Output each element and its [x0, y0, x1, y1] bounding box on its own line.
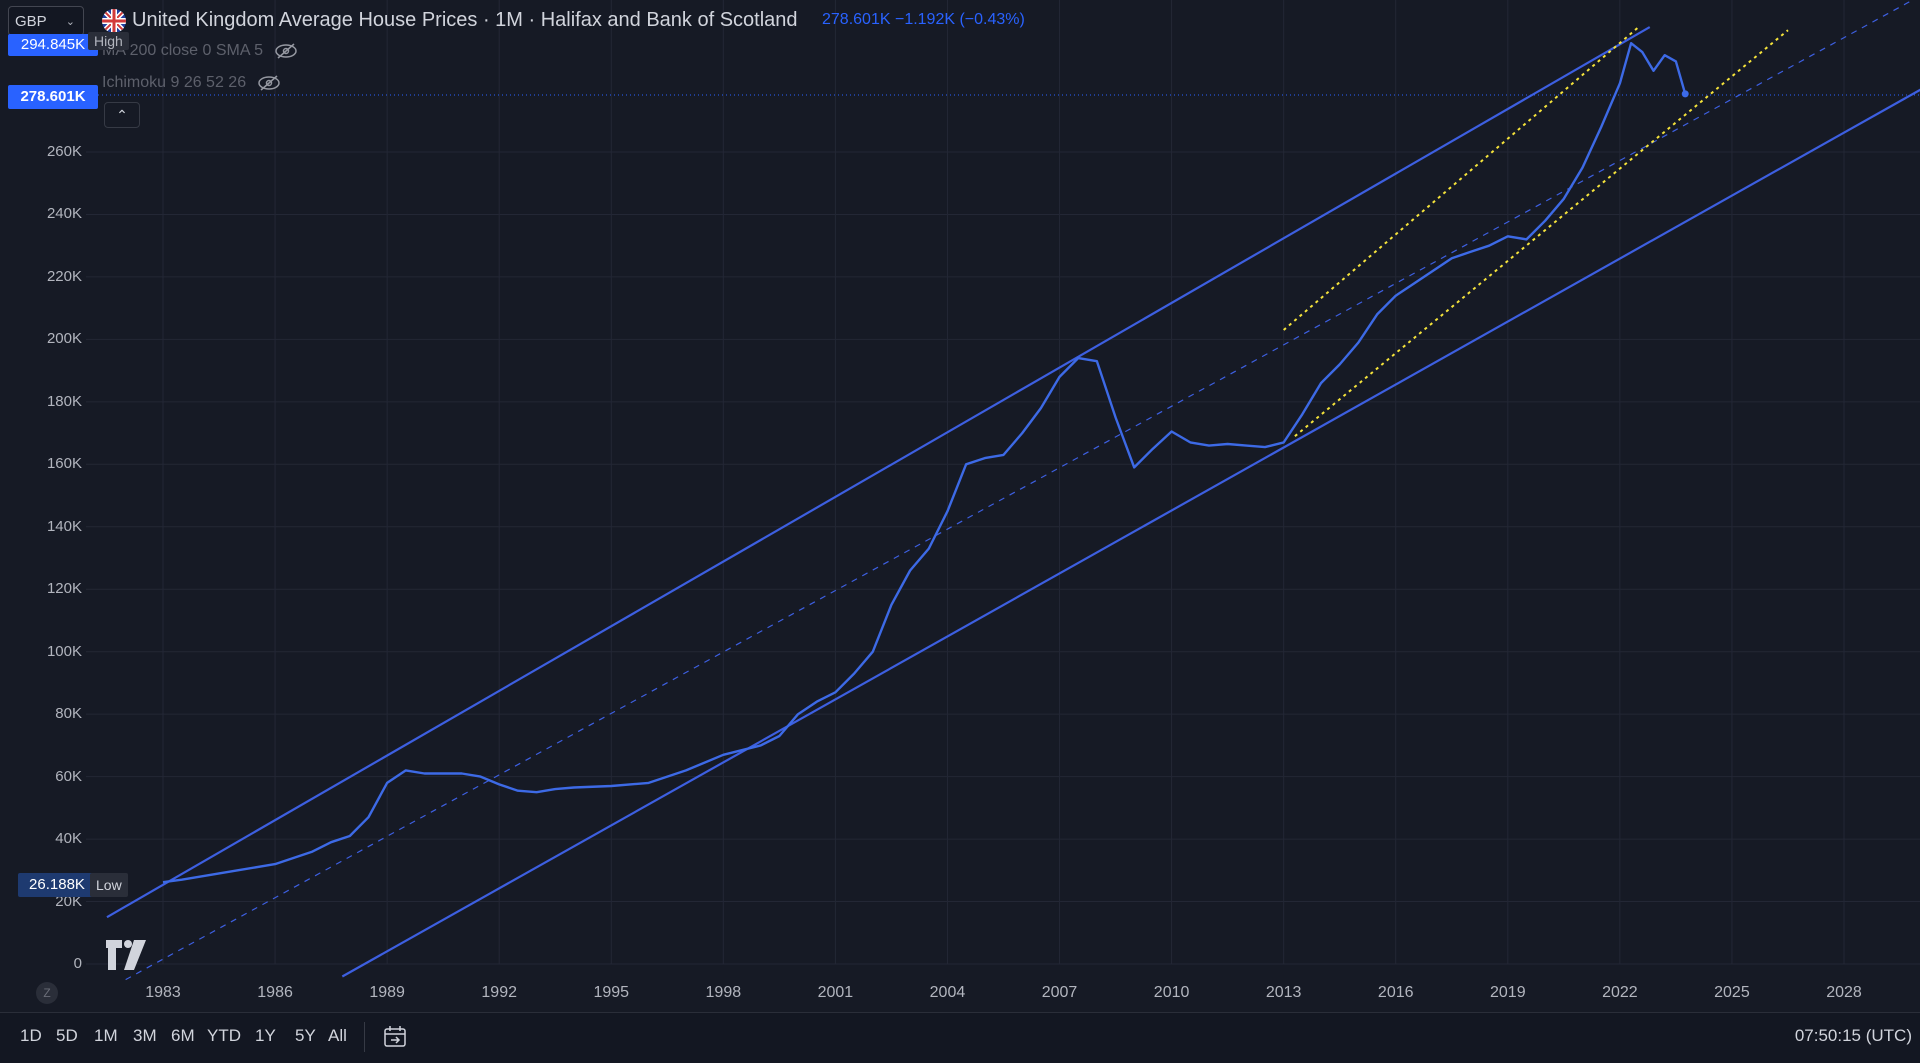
y-tick-label: 100K — [46, 642, 82, 660]
series-line — [162, 42, 1687, 884]
x-tick-label: 1986 — [257, 984, 293, 1001]
currency-label: GBP — [15, 12, 47, 30]
last-value: 278.601K — [822, 11, 891, 28]
price-series — [162, 42, 1689, 884]
data-point — [1681, 90, 1689, 98]
channel-line-2 — [125, 0, 1914, 981]
clock: 07:50:15 (UTC) — [1794, 1026, 1912, 1045]
x-tick-label: 1992 — [481, 984, 517, 1001]
channel-line-0 — [106, 26, 1651, 919]
y-tick-label: 220K — [46, 267, 82, 285]
y-tick-label: 180K — [46, 392, 82, 410]
channel-line-1 — [341, 88, 1920, 978]
low-label: Low — [90, 873, 128, 897]
collapse-legend-button[interactable]: ⌃ — [104, 102, 140, 128]
y-tick-label: 0 — [73, 955, 82, 972]
range-button-5y[interactable]: 5Y — [295, 1026, 316, 1045]
channel-line-4 — [1294, 29, 1789, 437]
chart-grid — [86, 0, 1920, 965]
x-tick-label: 2010 — [1153, 984, 1190, 1001]
low-price-tag: 26.188K — [18, 873, 96, 897]
y-tick-label: 120K — [46, 580, 82, 598]
y-tick-label: 140K — [46, 517, 82, 535]
x-tick-label: 2001 — [817, 984, 854, 1001]
high-label: High — [88, 32, 129, 50]
eye-hidden-icon[interactable] — [256, 74, 282, 92]
x-tick-label: 1998 — [705, 984, 742, 1001]
x-tick-label: 1995 — [593, 984, 630, 1001]
x-tick-label: 2004 — [929, 984, 966, 1001]
range-button-3m[interactable]: 3M — [133, 1026, 157, 1045]
indicator-label: Ichimoku 9 26 52 26 — [102, 74, 247, 91]
change-value: −1.192K (−0.43%) — [894, 11, 1025, 28]
x-tick-label: 2028 — [1826, 984, 1862, 1001]
x-tick-label: 1989 — [369, 984, 405, 1001]
y-tick-label: 40K — [55, 830, 82, 848]
range-button-ytd[interactable]: YTD — [207, 1026, 241, 1045]
chevron-up-icon: ⌃ — [116, 106, 128, 123]
y-tick-label: 240K — [46, 205, 82, 223]
bottom-toolbar — [0, 1012, 1920, 1063]
y-tick-label: 260K — [46, 143, 82, 160]
goto-date-icon[interactable] — [382, 1024, 408, 1050]
last-price-tag: 278.601K — [8, 85, 98, 109]
toolbar-divider — [364, 1022, 365, 1052]
indicator-ma[interactable]: MA 200 close 0 SMA 5 — [102, 42, 299, 60]
x-tick-label: 1983 — [145, 984, 181, 1001]
trend-channels — [106, 0, 1920, 981]
y-tick-label: 60K — [55, 767, 82, 785]
zoom-reset-button[interactable]: Z — [36, 982, 58, 1004]
uk-flag-icon — [102, 9, 126, 33]
title-values: 278.601K −1.192K (−0.43%) — [822, 11, 1025, 29]
range-button-5d[interactable]: 5D — [56, 1026, 78, 1045]
x-tick-label: 2007 — [1041, 984, 1078, 1001]
tradingview-logo-icon[interactable] — [104, 936, 148, 976]
channel-line-3 — [1283, 26, 1640, 331]
high-price-tag: 294.845K — [8, 34, 98, 56]
range-button-1y[interactable]: 1Y — [255, 1026, 276, 1045]
range-button-all[interactable]: All — [328, 1026, 347, 1045]
x-tick-label: 2019 — [1490, 984, 1526, 1001]
x-tick-label: 2016 — [1377, 984, 1414, 1001]
indicator-ichimoku[interactable]: Ichimoku 9 26 52 26 — [102, 74, 282, 92]
range-button-1d[interactable]: 1D — [20, 1026, 42, 1045]
range-button-1m[interactable]: 1M — [94, 1026, 118, 1045]
indicator-label: MA 200 close 0 SMA 5 — [102, 42, 263, 59]
y-tick-label: 80K — [55, 705, 82, 723]
range-button-6m[interactable]: 6M — [171, 1026, 195, 1045]
y-tick-label: 200K — [46, 330, 82, 348]
eye-hidden-icon[interactable] — [273, 42, 299, 60]
chevron-down-icon: ⌄ — [65, 15, 75, 28]
currency-select[interactable]: GBP ⌄ — [8, 6, 84, 36]
chart-title: United Kingdom Average House Prices · 1M… — [132, 9, 798, 31]
x-tick-label: 2013 — [1265, 984, 1302, 1001]
y-tick-label: 160K — [46, 455, 82, 473]
x-tick-label: 2025 — [1714, 984, 1750, 1001]
x-tick-label: 2022 — [1602, 984, 1638, 1001]
